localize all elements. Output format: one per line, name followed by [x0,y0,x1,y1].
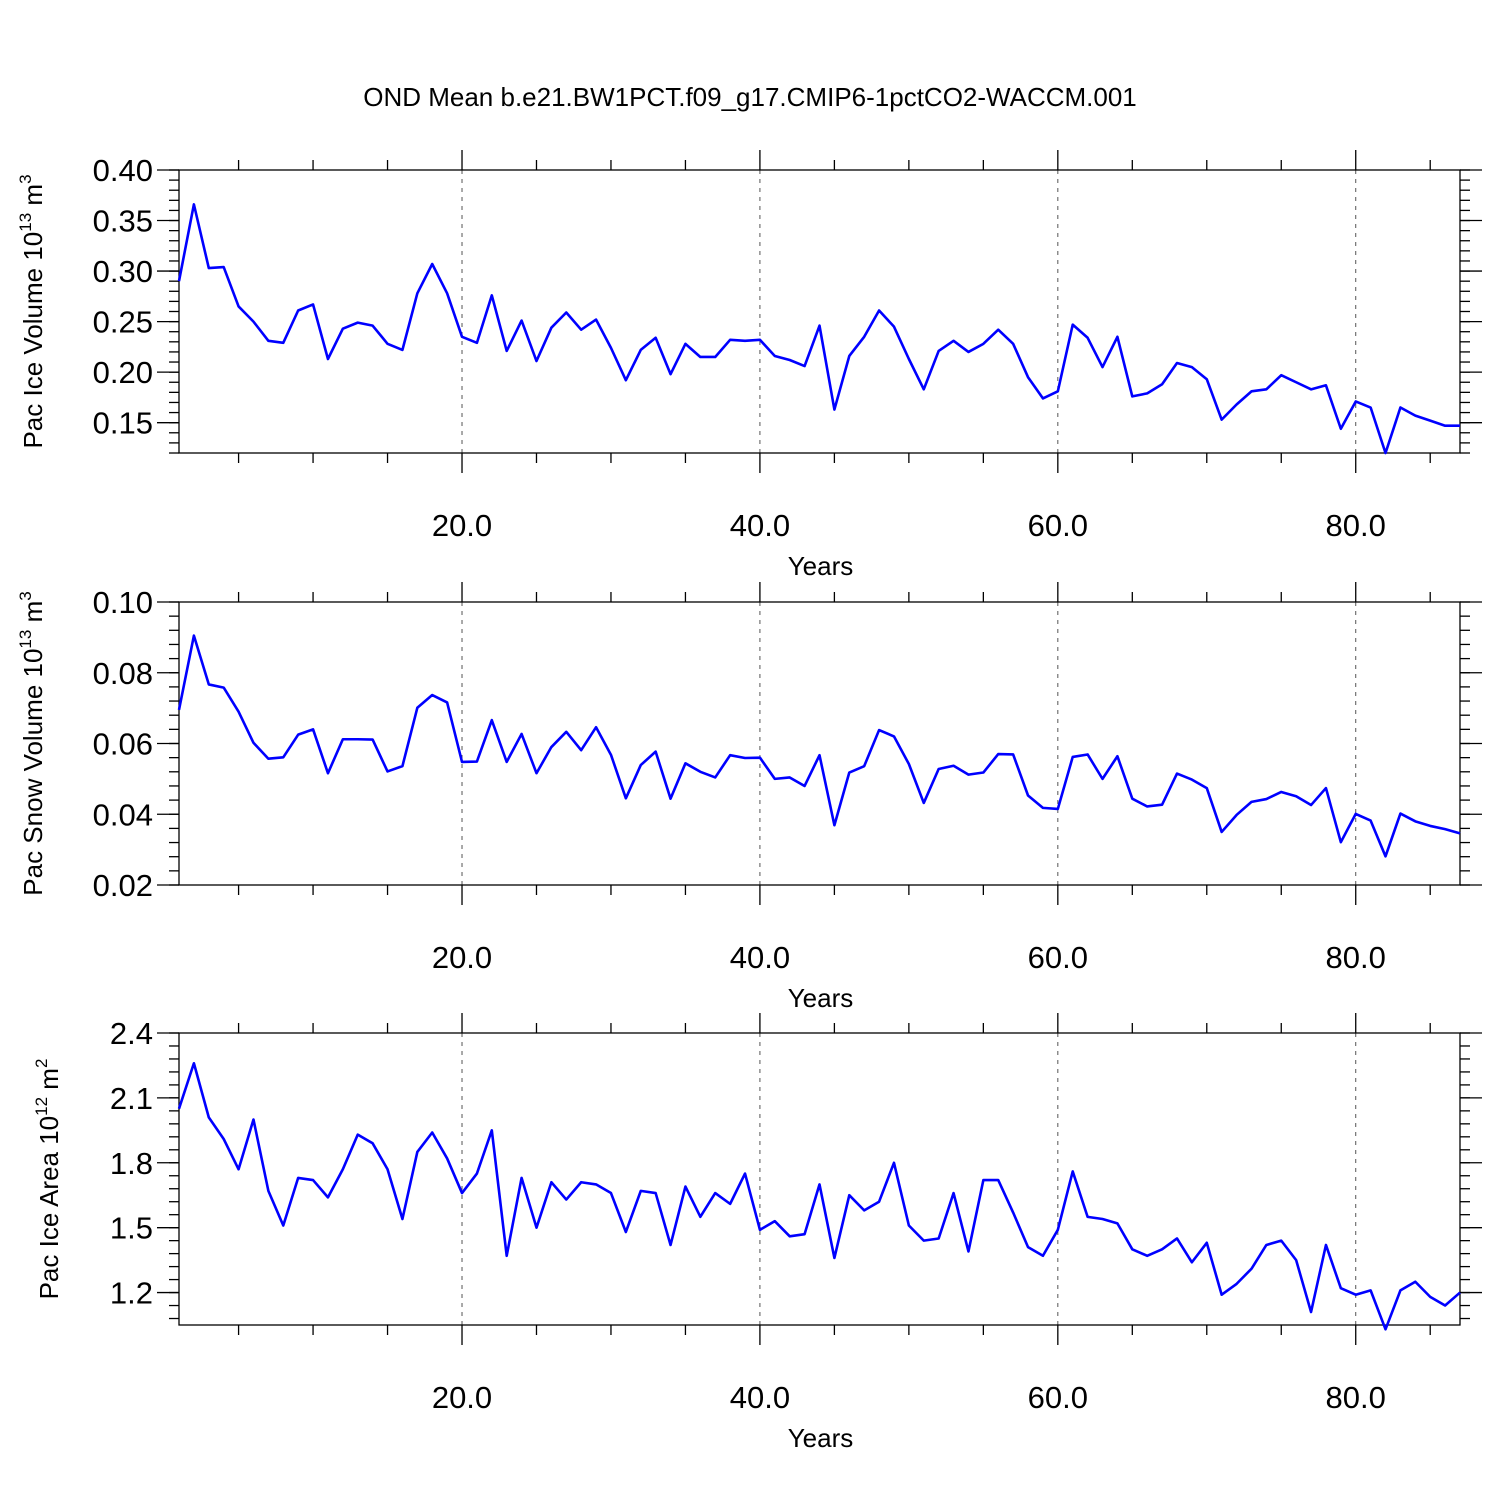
ice-area-y-tick-label: 2.4 [110,1016,153,1051]
ice-area-y-tick-label: 1.2 [110,1276,153,1311]
snow-volume-y-tick-label: 0.10 [93,585,153,620]
ice-area-y-axis-title-unit: m [34,1068,64,1097]
ice-area-x-tick-label: 20.0 [432,1380,492,1415]
ice-area-y-axis-title-exponent: 12 [32,1097,51,1116]
ice-volume-panel: 20.0 40.0 60.0 80.0 0.15 0.20 0.25 0.30 0.35 0.40… [16,150,1482,581]
ice-volume-y-axis-title-unit-exponent: 3 [16,174,35,183]
ice-volume-y-axis-title-unit: m [18,184,48,213]
snow-volume-y-axis-title-unit-exponent: 3 [16,591,35,600]
ice-volume-y-tick-label: 0.15 [93,406,153,441]
snow-volume-series-line [177,634,1461,858]
snow-volume-y-axis-title-main: Pac Snow Volume 10 [18,649,48,896]
ice-area-panel: 20.0 40.0 60.0 80.0 1.2 1.5 1.8 2.1 2.4 Years Pac … [32,1013,1482,1453]
snow-volume-y-tick-label: 0.06 [93,727,153,762]
ice-area-y-axis-title-main: Pac Ice Area 10 [34,1116,64,1300]
ice-area-y-axis-title-unit-exponent: 2 [32,1059,51,1068]
snow-volume-y-axis-title: Pac Snow Volume 1013 m3 [16,591,48,895]
ice-volume-y-axis-title: Pac Ice Volume 1013 m3 [16,174,48,448]
ice-volume-series-line [177,203,1460,455]
snow-volume-x-tick-label: 20.0 [432,940,492,975]
ice-area-x-axis-title: Years [788,1423,854,1453]
ice-area-y-tick-label: 1.8 [110,1146,153,1181]
snow-volume-y-axis-title-unit: m [18,601,48,630]
snow-volume-panel: 20.0 40.0 60.0 80.0 0.02 0.04 0.06 0.08 0.10 Year… [16,582,1482,1013]
snow-volume-y-tick-label: 0.08 [93,656,153,691]
ice-area-x-tick-label: 60.0 [1028,1380,1088,1415]
ice-volume-y-tick-label: 0.40 [93,153,153,188]
snow-volume-y-axis-title-exponent: 13 [16,630,35,649]
ice-volume-y-axis-title-exponent: 13 [16,213,35,232]
ice-volume-x-axis-title: Years [788,551,854,581]
ice-volume-x-tick-label: 40.0 [730,508,790,543]
ice-volume-y-tick-label: 0.30 [93,254,153,289]
ice-volume-y-tick-label: 0.25 [93,305,153,340]
ice-volume-x-tick-label: 20.0 [432,508,492,543]
snow-volume-x-tick-label: 40.0 [730,940,790,975]
ice-area-y-tick-label: 2.1 [110,1081,153,1116]
ice-volume-y-tick-label: 0.35 [93,204,153,239]
snow-volume-y-tick-label: 0.02 [93,868,153,903]
ice-area-y-tick-label: 1.5 [110,1211,153,1246]
ice-area-plot-frame [178,1032,1461,1326]
ice-area-y-axis-title: Pac Ice Area 1012 m2 [32,1059,64,1300]
snow-volume-x-tick-label: 80.0 [1326,940,1386,975]
snow-volume-y-tick-label: 0.04 [93,797,153,832]
snow-volume-x-tick-label: 60.0 [1028,940,1088,975]
figure-title: OND Mean b.e21.BW1PCT.f09_g17.CMIP6-1pct… [363,82,1137,112]
ice-volume-x-tick-label: 80.0 [1326,508,1386,543]
ice-volume-y-axis-title-main: Pac Ice Volume 10 [18,232,48,449]
ice-volume-y-tick-label: 0.20 [93,355,153,390]
ice-volume-x-tick-label: 60.0 [1028,508,1088,543]
ice-area-x-tick-label: 40.0 [730,1380,790,1415]
ice-area-series-line [177,1061,1461,1331]
snow-volume-x-axis-title: Years [788,983,854,1013]
ice-area-x-tick-label: 80.0 [1326,1380,1386,1415]
